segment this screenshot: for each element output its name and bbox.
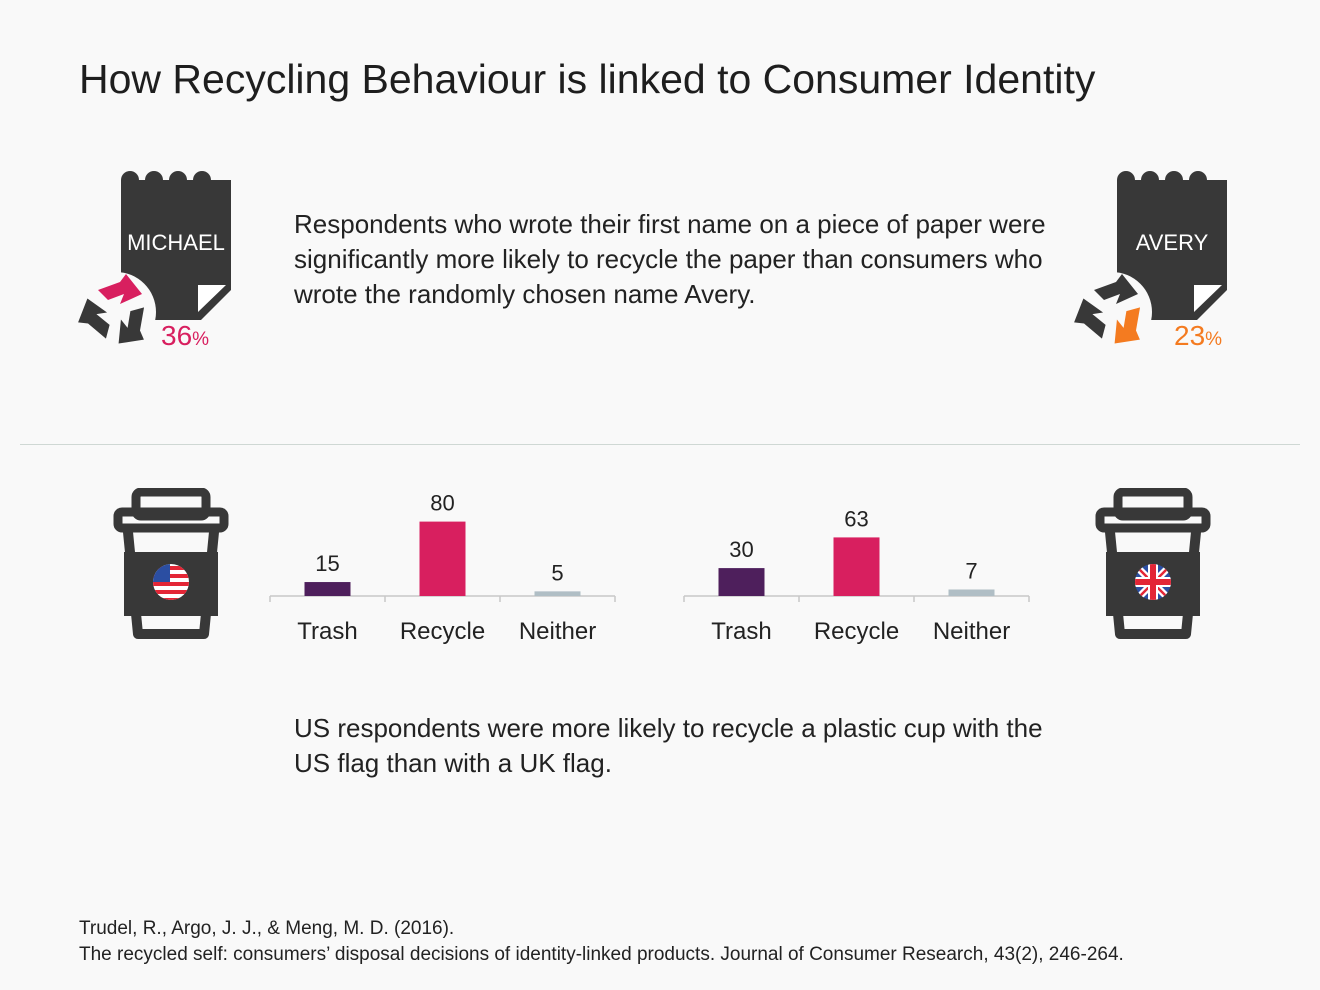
bar-value-label: 7 bbox=[965, 558, 977, 583]
paper-note-avery-icon: AVERY bbox=[1072, 171, 1227, 352]
bar-value-label: 63 bbox=[844, 506, 868, 531]
recycle-icon bbox=[1072, 272, 1152, 352]
bar-value-label: 15 bbox=[315, 551, 339, 576]
recycle-icon bbox=[76, 272, 156, 352]
avery-recycle-percent: 23% bbox=[1174, 320, 1222, 352]
paper-note-michael-icon: MICHAEL bbox=[76, 171, 231, 352]
paper-name: MICHAEL bbox=[127, 230, 225, 255]
bar-recycle bbox=[419, 521, 466, 596]
paper-name: AVERY bbox=[1136, 230, 1209, 255]
category-label: Recycle bbox=[400, 618, 485, 645]
section-divider bbox=[20, 444, 1300, 445]
uk-flag-cup-bar-chart: 30 Trash 63 Recycle 7 Neither bbox=[683, 506, 1030, 645]
reference-citation: The recycled self: consumers’ disposal d… bbox=[79, 944, 1124, 965]
category-label: Trash bbox=[297, 618, 357, 645]
cup-study-description: US respondents were more likely to recyc… bbox=[294, 713, 1043, 778]
category-label: Neither bbox=[933, 618, 1010, 645]
bar-value-label: 30 bbox=[729, 537, 753, 562]
name-study-description: Respondents who wrote their first name o… bbox=[294, 209, 1046, 309]
bar-value-label: 80 bbox=[430, 491, 454, 516]
percent-value: 36 bbox=[161, 320, 193, 351]
bar-recycle bbox=[833, 537, 880, 596]
reference-authors: Trudel, R., Argo, J. J., & Meng, M. D. (… bbox=[79, 918, 455, 939]
bar-neither bbox=[534, 591, 581, 596]
bar-value-label: 5 bbox=[551, 560, 563, 585]
us-flag-cup-bar-chart: 15 Trash 80 Recycle 5 Neither bbox=[269, 491, 616, 645]
percent-value: 23 bbox=[1174, 320, 1206, 351]
michael-recycle-percent: 36% bbox=[161, 320, 209, 352]
percent-unit: % bbox=[1205, 329, 1223, 350]
bar-neither bbox=[948, 589, 995, 596]
bar-trash bbox=[304, 582, 351, 596]
coffee-cup-us-flag-icon bbox=[113, 488, 229, 639]
coffee-cup-uk-flag-icon bbox=[1095, 488, 1211, 639]
percent-unit: % bbox=[192, 329, 210, 350]
bar-trash bbox=[718, 568, 765, 596]
category-label: Neither bbox=[519, 618, 596, 645]
page-title: How Recycling Behaviour is linked to Con… bbox=[79, 56, 1096, 102]
category-label: Recycle bbox=[814, 618, 899, 645]
category-label: Trash bbox=[711, 618, 771, 645]
